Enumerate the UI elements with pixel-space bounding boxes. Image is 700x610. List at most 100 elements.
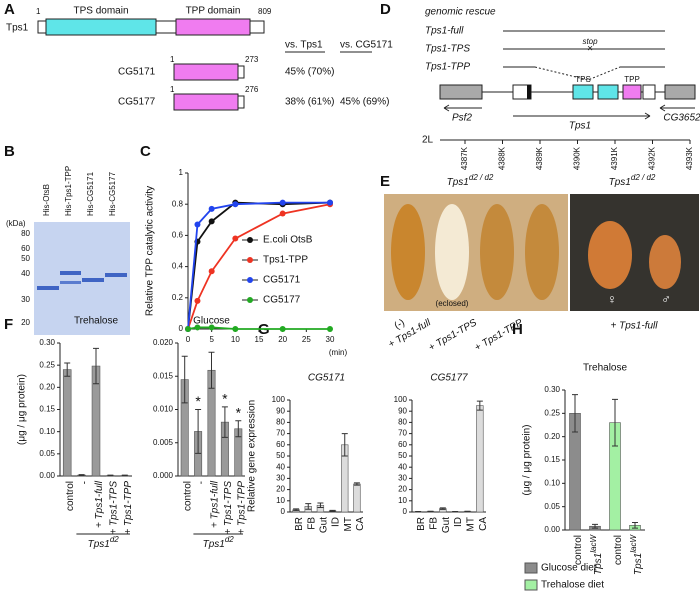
identity: 45% (70%) (285, 67, 334, 78)
y-tick-label: 70 (276, 429, 285, 438)
point (208, 205, 215, 212)
panel-title: genomic rescue (425, 7, 496, 18)
y-tick-label: 0.000 (153, 471, 174, 480)
point (185, 326, 191, 332)
point (327, 199, 333, 206)
marker-label: 40 (21, 269, 30, 278)
protein-label: CG5171 (118, 67, 156, 78)
bar (476, 405, 484, 513)
genotype: Tps1 (609, 177, 631, 188)
y-tick-label: 70 (398, 429, 407, 438)
category: ID (330, 517, 341, 527)
point (208, 324, 215, 331)
panel-label: A (4, 1, 15, 18)
x-tick-label: Gut (318, 517, 329, 533)
chromosome-label: 2L (422, 135, 434, 146)
category-sup: lacW (629, 534, 638, 553)
category: + Tps1-TPS (108, 481, 119, 535)
x-tick-label: CA (477, 517, 488, 531)
residue-number: 809 (258, 7, 272, 16)
category: - (79, 481, 90, 484)
identity: 45% (69%) (340, 97, 389, 108)
lane-label: His-OtsB (42, 184, 51, 216)
significance-marker: * (222, 391, 228, 407)
category: + Tps1-TPP (236, 481, 247, 535)
fly (588, 221, 632, 289)
identity: 38% (61%) (285, 97, 334, 108)
y-tick-label: 60 (276, 440, 285, 449)
pupa (480, 204, 514, 300)
exon (597, 84, 619, 100)
exon (642, 84, 656, 100)
legend-marker (247, 297, 253, 303)
coordinate-label: 4388K (498, 146, 507, 170)
y-tick-label: 1 (179, 168, 184, 177)
exon (572, 84, 594, 100)
y-tick-label: 0.25 (544, 408, 560, 417)
chart-title: Glucose (193, 316, 230, 327)
category: FB (306, 517, 317, 530)
y-tick-label: 0.020 (153, 338, 174, 347)
x-tick-label: + Tps1-TPS (108, 481, 119, 535)
group-label: Tps1d2 (203, 535, 235, 550)
gene-arrow (659, 104, 695, 112)
chart-title: CG5171 (308, 373, 345, 384)
y-tick-label: 40 (276, 462, 285, 471)
x-tick-label: Tps1lacW (589, 534, 604, 575)
y-tick-label: 0.8 (172, 199, 184, 208)
x-tick-label: FB (428, 517, 439, 530)
group-base: Tps1 (203, 539, 225, 550)
y-tick-label: 0.15 (39, 405, 55, 414)
error-bar (592, 523, 598, 529)
y-tick-label: 0.010 (153, 405, 174, 414)
marker-label: 80 (21, 229, 30, 238)
stop-mark: × (587, 44, 593, 55)
legend-label: CG5177 (263, 295, 301, 306)
category: Gut (440, 517, 451, 533)
error-bar (329, 509, 336, 512)
legend-label: Tps1-TPP (263, 255, 308, 266)
significance-marker: * (236, 405, 242, 421)
y-tick-label: 0.20 (544, 432, 560, 441)
group-sup: d2 (110, 535, 119, 544)
error-bar (341, 433, 348, 457)
coordinate-group: 4387K 4388K 4389K 4390K 4391K 4392K 4393K (460, 140, 694, 170)
domain-label: TPS domain (73, 6, 128, 17)
x-tick-label: ID (453, 517, 464, 527)
genotype-sup: d2 / d2 (469, 173, 494, 182)
y-tick-label: 0.25 (39, 360, 55, 369)
x-tick-label: control (573, 535, 584, 565)
y-tick-label: 40 (398, 462, 407, 471)
y-tick-label: 0.015 (153, 371, 174, 380)
gene-arrow (513, 112, 651, 120)
error-bar (632, 522, 638, 529)
point (327, 326, 333, 332)
x-tick-label: + Tps1-TPP (236, 481, 247, 535)
category: CA (477, 517, 488, 531)
chart-title: CG5177 (430, 373, 468, 384)
charts: 0 0.2 0.4 0.6 0.8 1 Relative TPP catalytic act… (17, 168, 645, 591)
domain-box (237, 65, 245, 79)
legend-label: Trehalose diet (541, 580, 604, 591)
domain-label: TPP (624, 75, 640, 84)
x-tick-label: + Tps1-full (209, 480, 220, 528)
line-series (187, 201, 330, 330)
line-series (187, 203, 331, 330)
pupa (435, 204, 469, 300)
group-sup: d2 (225, 535, 234, 544)
gene-box (439, 84, 483, 100)
photo-note: (eclosed) (436, 299, 469, 308)
category: + Tps1-full (209, 480, 220, 528)
bar (62, 369, 72, 477)
y-tick-label: 90 (398, 406, 407, 415)
tpp-domain (173, 63, 239, 81)
chart: 0.00 0.05 0.10 0.15 0.20 0.25 0.30 (μg / μg pro… (17, 316, 134, 550)
y-tick-label: 0.6 (172, 231, 184, 240)
chart-title: Trehalose (583, 363, 628, 374)
coordinate-label: 4389K (535, 146, 544, 170)
chart: 0 10 20 30 40 50 60 70 80 90 100 Relative gene expr… (247, 373, 366, 533)
panel-d: genomic rescue Tps1-full Tps1-TPS Tps1-T… (422, 7, 700, 171)
category: control (182, 481, 193, 511)
residue-number: 1 (170, 85, 175, 94)
